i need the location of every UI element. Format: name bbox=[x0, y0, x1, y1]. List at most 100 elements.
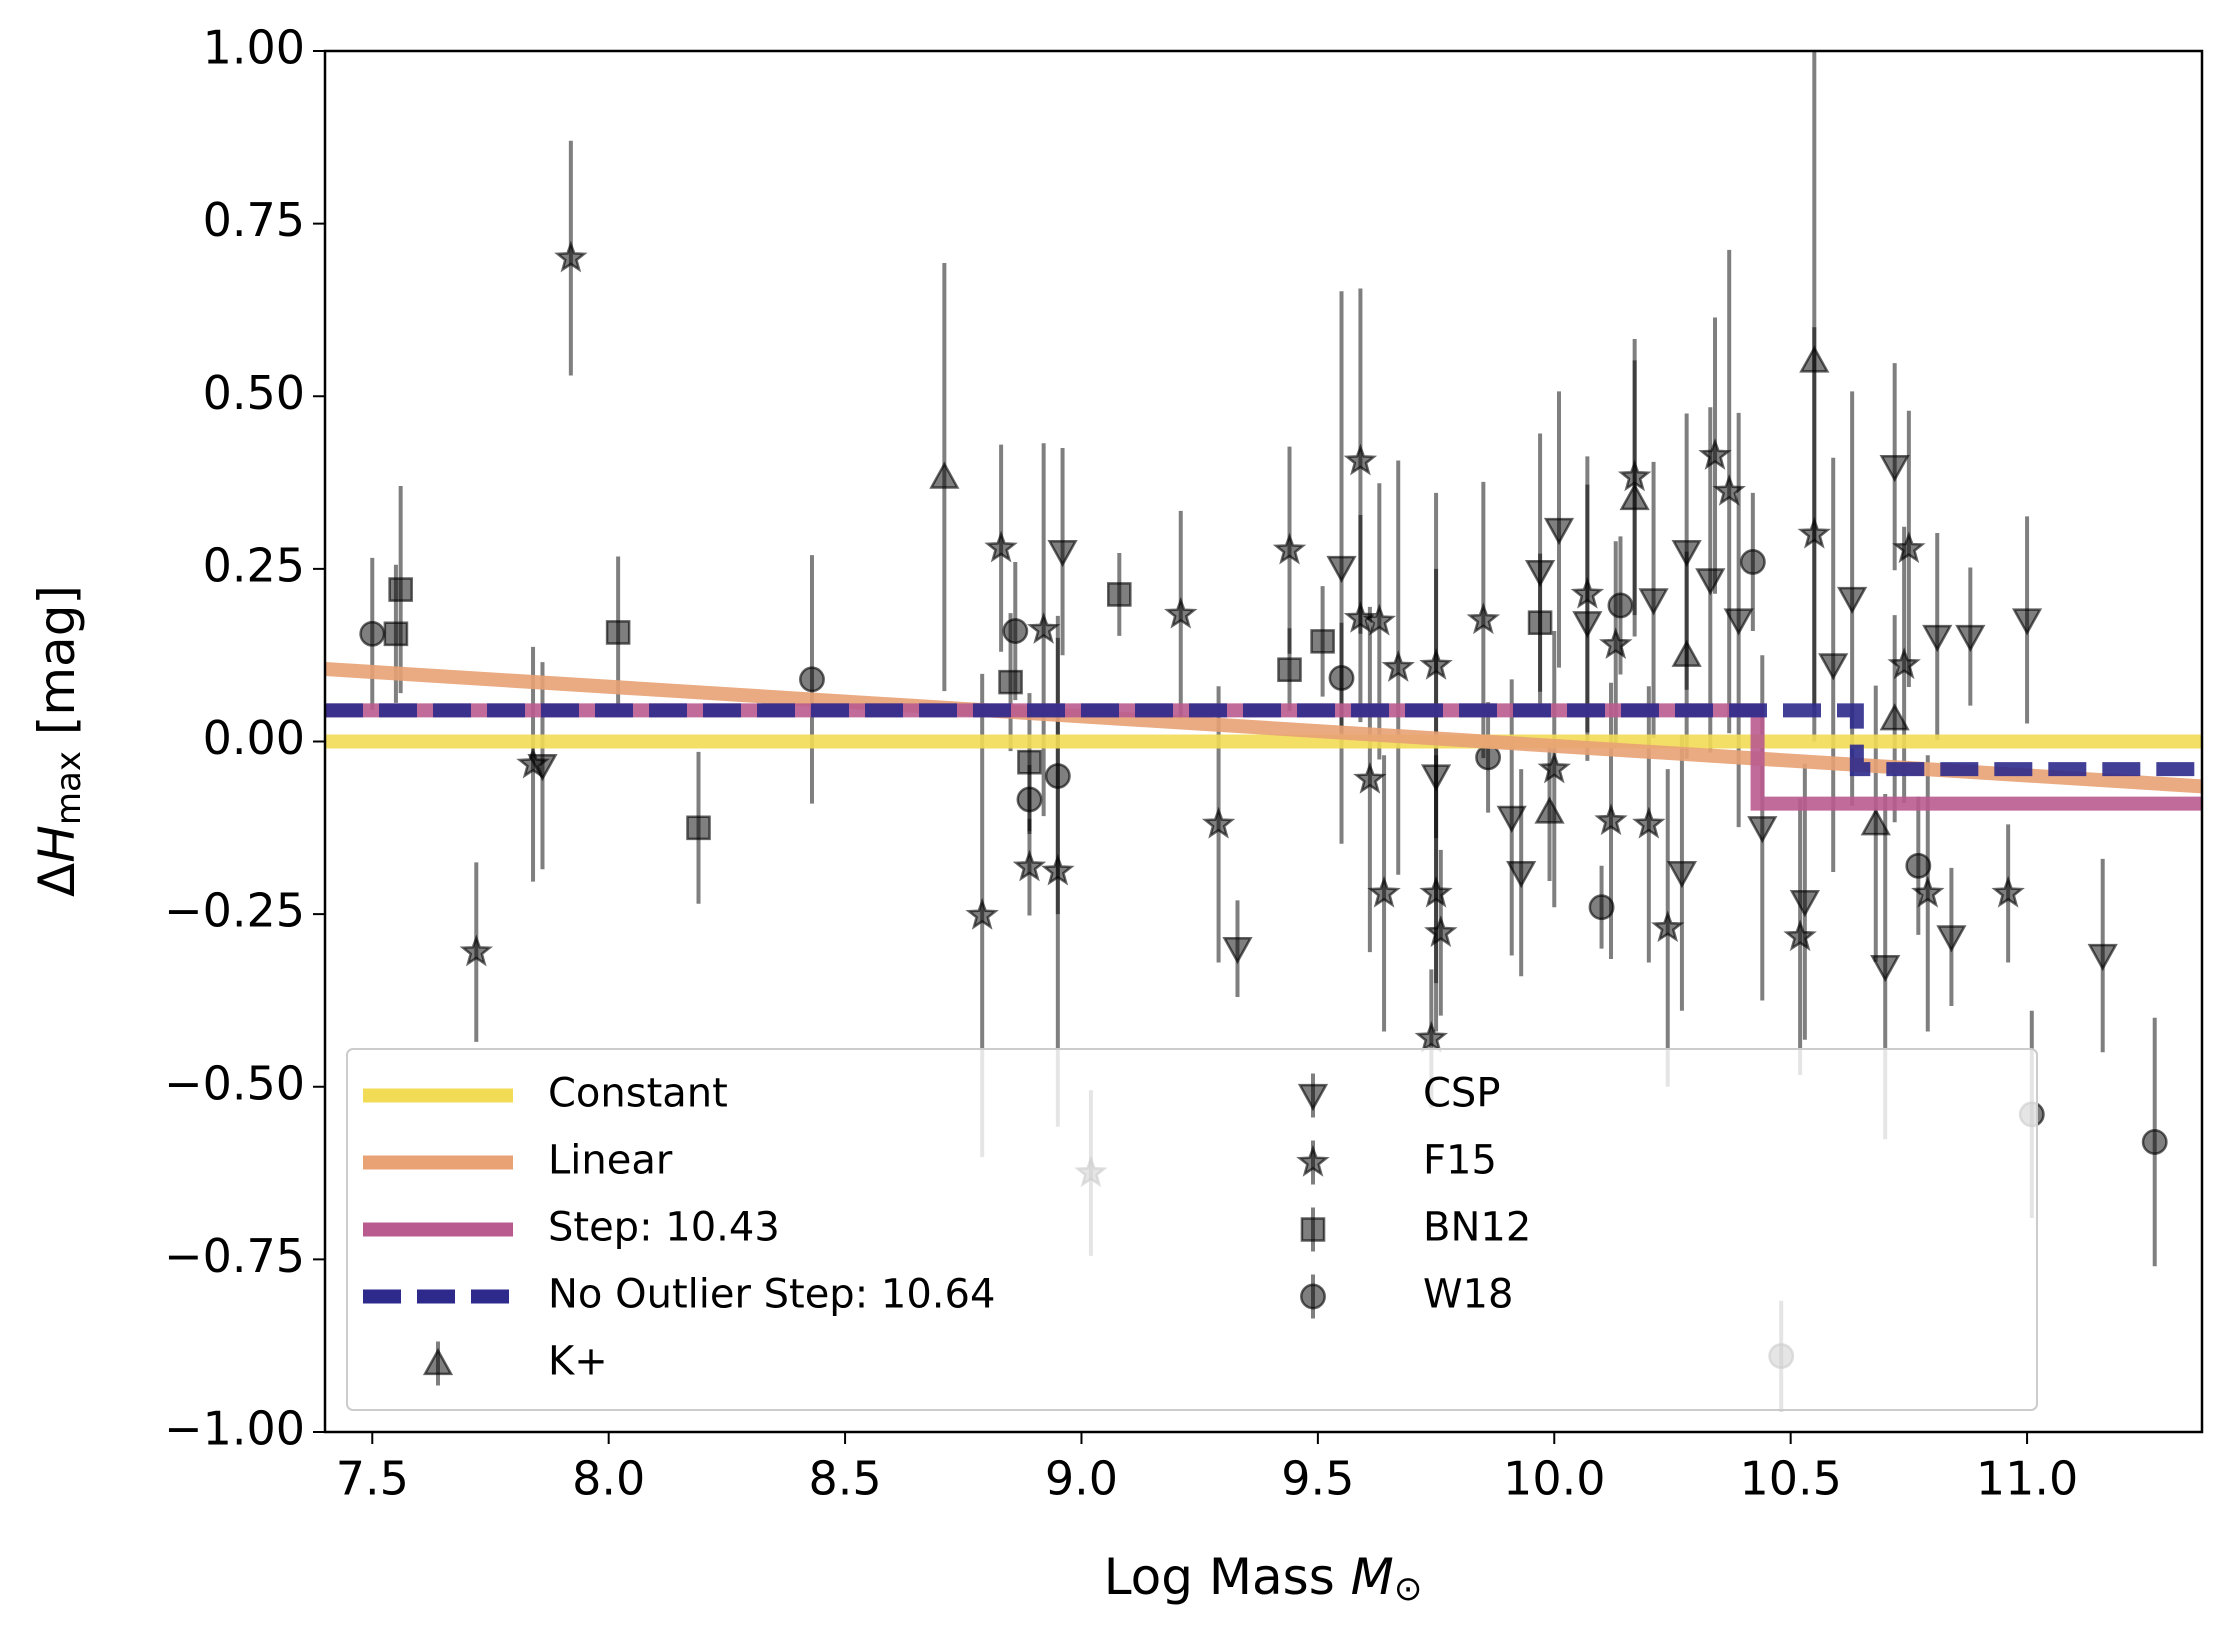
data-point bbox=[1047, 539, 1078, 568]
data-point bbox=[1632, 806, 1666, 839]
fit-line bbox=[325, 703, 2202, 777]
data-point bbox=[1277, 657, 1302, 682]
x-axis-label-part: M bbox=[1351, 1548, 1394, 1606]
data-point bbox=[2141, 1129, 2168, 1155]
y-tick-label: −0.50 bbox=[164, 1056, 305, 1110]
data-point bbox=[1222, 937, 1253, 965]
data-point bbox=[1107, 582, 1132, 607]
data-point bbox=[1164, 596, 1198, 629]
x-axis-label-part: ⊙ bbox=[1394, 1569, 1423, 1609]
data-point bbox=[1955, 624, 1986, 653]
data-point bbox=[554, 240, 588, 273]
x-tick-label: 10.0 bbox=[1503, 1452, 1605, 1506]
data-point bbox=[929, 461, 960, 489]
x-tick-label: 10.5 bbox=[1739, 1452, 1841, 1506]
x-axis-label: Log Mass M⊙ bbox=[1104, 1548, 1423, 1609]
data-point bbox=[1617, 459, 1652, 492]
legend-handle bbox=[1296, 1144, 1330, 1177]
data-point bbox=[1698, 438, 1732, 470]
data-point bbox=[1638, 588, 1669, 616]
data-point bbox=[1543, 517, 1575, 546]
plot-area bbox=[325, 51, 2202, 1412]
y-tick-label: −1.00 bbox=[164, 1402, 305, 1456]
data-point bbox=[998, 669, 1023, 695]
x-tick-label: 11.0 bbox=[1976, 1452, 2078, 1506]
data-point bbox=[1012, 849, 1047, 882]
data-point bbox=[1534, 796, 1565, 824]
legend-label: Linear bbox=[548, 1138, 673, 1184]
data-point bbox=[1789, 890, 1820, 918]
data-point bbox=[383, 621, 409, 647]
data-point bbox=[359, 620, 386, 647]
data-point bbox=[1723, 608, 1754, 636]
data-point bbox=[1666, 861, 1698, 889]
data-point bbox=[1747, 816, 1778, 844]
data-point bbox=[1362, 603, 1397, 636]
data-point bbox=[799, 666, 825, 693]
data-point bbox=[1353, 761, 1387, 794]
data-point bbox=[1419, 875, 1453, 908]
data-point bbox=[1879, 455, 1910, 483]
data-point bbox=[1739, 549, 1766, 575]
data-point bbox=[1026, 612, 1061, 644]
data-point bbox=[516, 746, 550, 779]
y-tick-label: 0.25 bbox=[203, 538, 305, 592]
data-point bbox=[1414, 1020, 1449, 1053]
data-point bbox=[1326, 555, 1357, 584]
data-point bbox=[965, 897, 999, 930]
data-point bbox=[1016, 786, 1043, 813]
data-point bbox=[605, 620, 631, 645]
y-tick-label: 0.75 bbox=[203, 193, 305, 247]
data-point bbox=[1017, 749, 1042, 775]
data-point bbox=[1599, 627, 1633, 660]
data-point bbox=[1712, 473, 1746, 506]
data-point bbox=[1887, 647, 1921, 680]
y-axis-label-part: max bbox=[49, 751, 89, 825]
data-point bbox=[1419, 647, 1453, 680]
y-tick-label: 0.00 bbox=[203, 711, 305, 765]
data-point bbox=[1905, 852, 1932, 879]
x-tick-label: 8.5 bbox=[808, 1452, 881, 1506]
data-point bbox=[2087, 943, 2118, 972]
data-point bbox=[1466, 602, 1501, 635]
y-tick-label: −0.75 bbox=[164, 1229, 305, 1283]
data-point bbox=[1922, 624, 1953, 653]
data-point bbox=[1695, 568, 1726, 596]
data-point bbox=[1496, 805, 1527, 834]
x-tick-label: 8.0 bbox=[572, 1452, 645, 1506]
legend-handle bbox=[1300, 1283, 1326, 1310]
data-point bbox=[1892, 531, 1926, 564]
y-tick-label: 1.00 bbox=[203, 21, 305, 75]
data-point bbox=[1343, 443, 1378, 476]
x-tick-label: 9.0 bbox=[1045, 1452, 1118, 1506]
data-point bbox=[1272, 532, 1307, 565]
data-point bbox=[1527, 610, 1553, 636]
y-axis-label: ΔHmax [mag] bbox=[28, 585, 89, 897]
data-point bbox=[1797, 516, 1832, 549]
data-point bbox=[984, 530, 1018, 563]
data-point bbox=[1837, 586, 1868, 615]
data-point bbox=[459, 934, 494, 967]
legend-label: Constant bbox=[548, 1071, 728, 1117]
data-point bbox=[1607, 592, 1634, 619]
data-point bbox=[1367, 875, 1401, 908]
legend-label: No Outlier Step: 10.64 bbox=[548, 1272, 995, 1318]
data-point bbox=[388, 577, 413, 602]
data-point bbox=[1381, 650, 1415, 682]
data-point bbox=[1506, 861, 1537, 889]
legend-handle bbox=[1297, 1083, 1329, 1112]
data-point bbox=[1860, 808, 1891, 836]
data-point bbox=[1594, 803, 1628, 836]
data-point bbox=[1651, 910, 1685, 943]
data-point bbox=[1328, 665, 1355, 691]
data-point bbox=[1201, 806, 1236, 839]
data-point bbox=[1570, 576, 1605, 609]
y-axis-label-part: H bbox=[28, 825, 86, 863]
legend-handle bbox=[1300, 1217, 1326, 1242]
data-point bbox=[1044, 763, 1071, 789]
y-tick-label: −0.25 bbox=[164, 884, 305, 938]
legend-label: CSP bbox=[1423, 1071, 1500, 1117]
data-point bbox=[1310, 629, 1335, 654]
x-tick-label: 9.5 bbox=[1281, 1452, 1354, 1506]
